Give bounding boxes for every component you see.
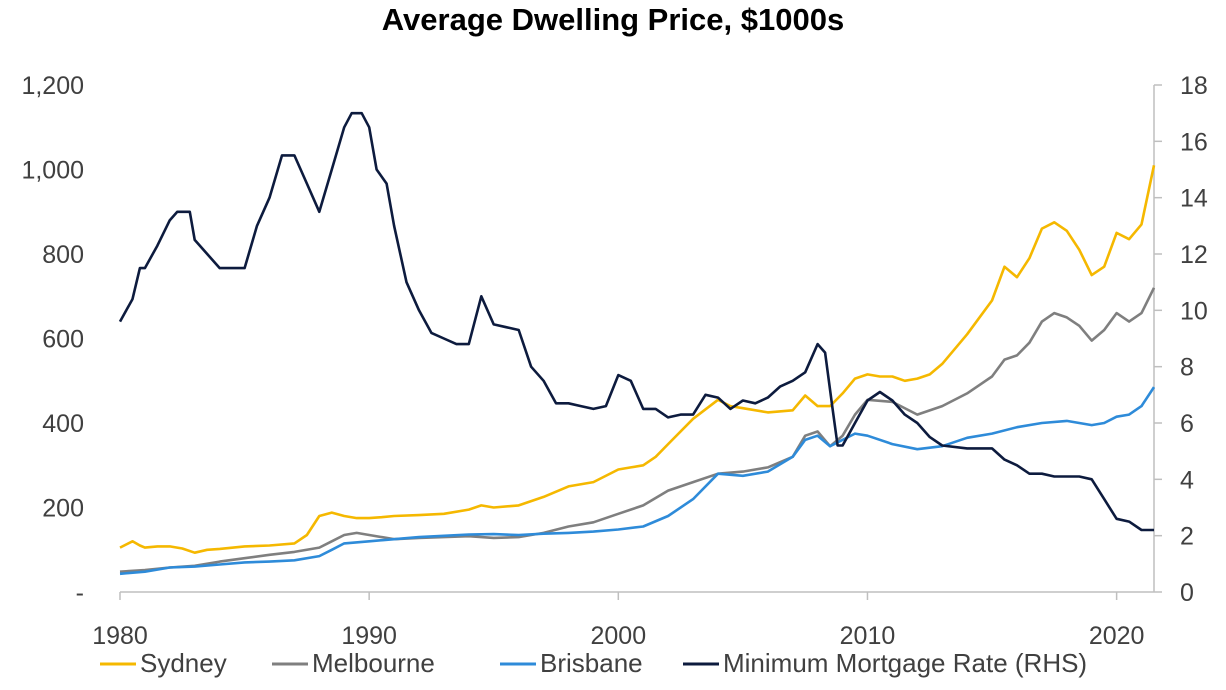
x-tick-label: 1990 <box>341 622 397 650</box>
y-left-tick-label: 400 <box>42 410 84 438</box>
series-line-minimum-mortgage-rate-rhs <box>118 111 1154 532</box>
y-right-tick-label: 10 <box>1180 297 1208 325</box>
y-right-tick-label: 16 <box>1180 128 1208 156</box>
x-tick-label: 2000 <box>591 622 647 650</box>
y-left-tick-label: - <box>76 579 84 607</box>
y-left-tick-label: 600 <box>42 326 84 354</box>
legend: Sydney Melbourne Brisbane Minimum Mortgage … <box>100 648 1087 678</box>
x-tick-label: 2010 <box>840 622 896 650</box>
series-line-brisbane <box>119 386 1156 576</box>
y-right-tick-label: 12 <box>1180 241 1208 269</box>
x-tick-label: 2020 <box>1089 622 1145 650</box>
legend-label: Minimum Mortgage Rate (RHS) <box>723 648 1087 678</box>
y-right-tick-label: 6 <box>1180 410 1194 438</box>
y-right-tick-label: 8 <box>1180 354 1194 382</box>
x-tick-label: 1980 <box>92 622 148 650</box>
axes: - 200 400 600 800 1,000 1,200 0 2 4 6 8 10 12 14 16 18 19… <box>21 72 1207 650</box>
y-right-tick-label: 2 <box>1180 523 1194 551</box>
series-line-melbourne <box>119 287 1156 573</box>
series-line-sydney <box>119 165 1156 555</box>
y-left-tick-label: 200 <box>42 495 84 523</box>
y-left-tick-label: 1,000 <box>21 157 84 185</box>
chart-title: Average Dwelling Price, $1000s <box>381 2 845 37</box>
y-right-tick-label: 18 <box>1180 72 1208 100</box>
legend-label: Melbourne <box>312 648 435 678</box>
y-right-tick-label: 4 <box>1180 466 1194 494</box>
y-right-tick-label: 14 <box>1180 185 1208 213</box>
y-left-tick-label: 800 <box>42 241 84 269</box>
legend-label: Brisbane <box>540 648 643 678</box>
legend-label: Sydney <box>140 648 227 678</box>
series-lines <box>118 111 1156 576</box>
y-left-tick-label: 1,200 <box>21 72 84 100</box>
y-right-tick-label: 0 <box>1180 579 1194 607</box>
